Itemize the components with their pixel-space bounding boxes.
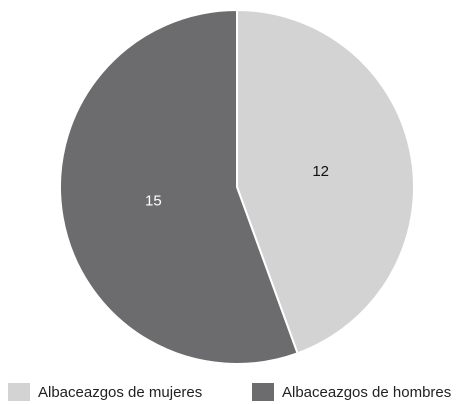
legend-swatch	[252, 383, 274, 401]
legend-label: Albaceazgos de hombres	[282, 384, 451, 401]
pie-slice	[59, 8, 299, 365]
legend-swatch	[8, 383, 30, 401]
data-label: 15	[145, 193, 162, 210]
legend-label: Albaceazgos de mujeres	[38, 384, 202, 401]
pie-slice	[236, 8, 415, 355]
data-label: 12	[312, 163, 329, 180]
